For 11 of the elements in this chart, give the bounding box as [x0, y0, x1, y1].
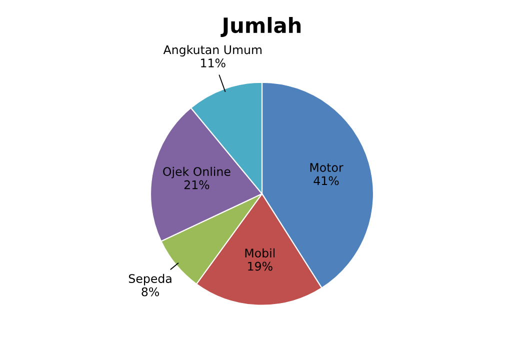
data-label: 8%: [142, 287, 160, 296]
slice-label: Mobil: [245, 248, 275, 258]
slice-label: Motor: [310, 163, 344, 172]
data-label: 21%: [184, 180, 210, 190]
slice-label: Sepeda: [128, 274, 172, 286]
slice-label: Ojek Online: [163, 166, 230, 178]
data-label: 41%: [314, 176, 339, 186]
data-label: 11%: [201, 58, 226, 68]
chart-title: Jumlah: [220, 17, 301, 37]
data-label: 19%: [248, 262, 272, 271]
slice-label: Angkutan Umum: [163, 45, 262, 56]
